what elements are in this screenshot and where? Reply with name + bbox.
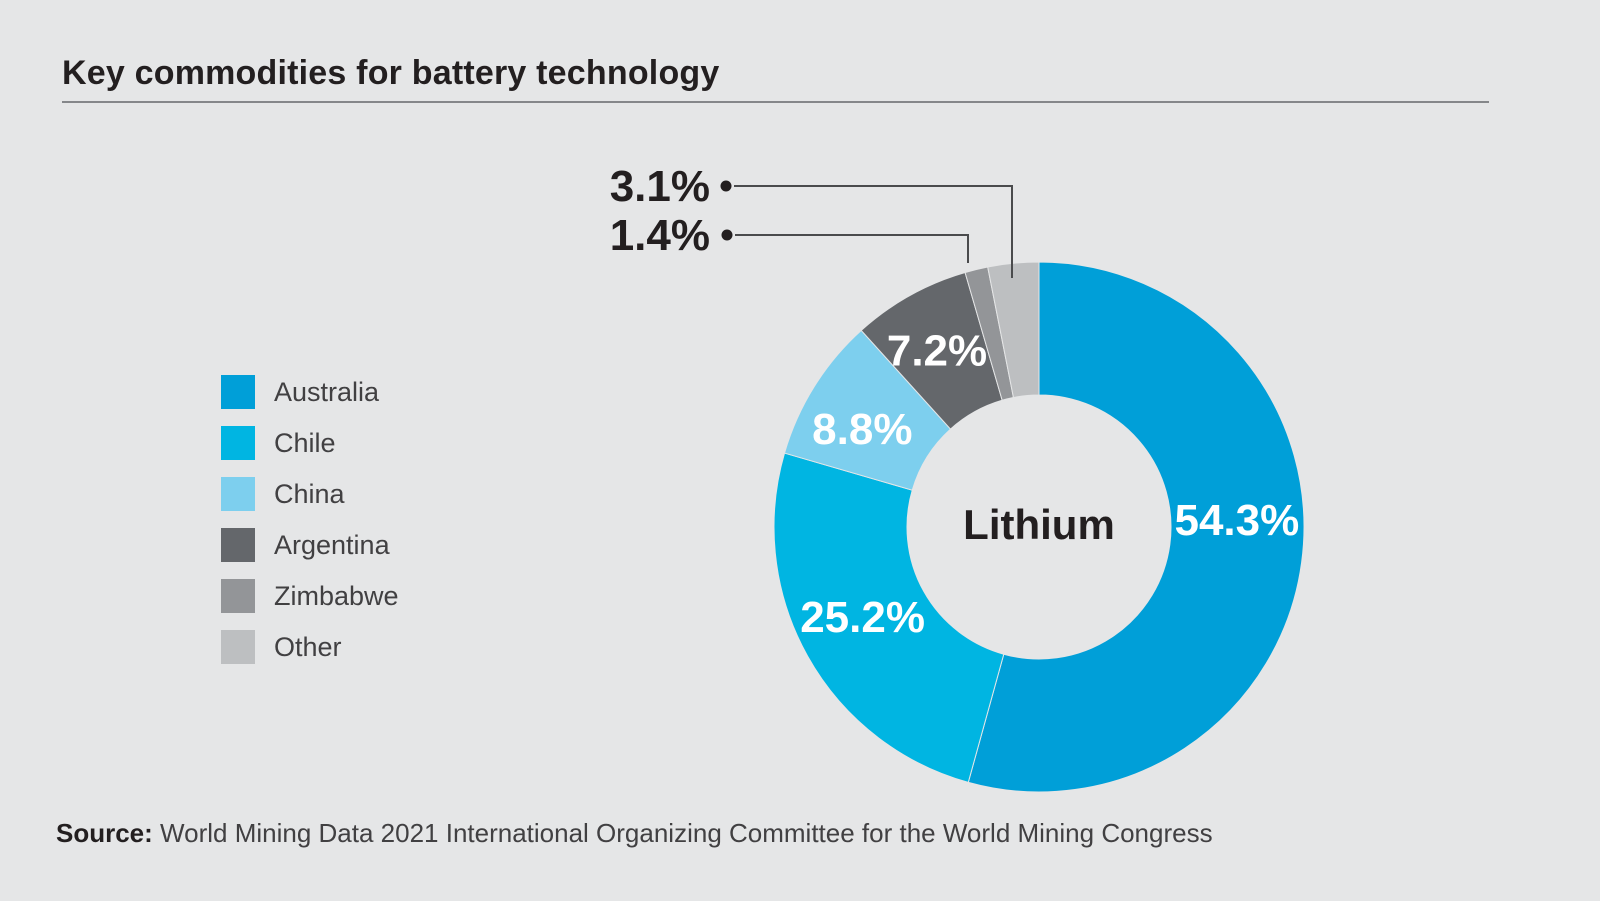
chart-legend: Australia Chile China Argentina Zimbabwe… <box>221 375 399 681</box>
legend-label: Other <box>274 631 342 662</box>
legend-item: Australia <box>221 375 399 409</box>
legend-swatch <box>221 375 255 409</box>
callout-line-other <box>734 185 1013 278</box>
donut-center-label: Lithium <box>963 501 1115 548</box>
source-text: World Mining Data 2021 International Org… <box>160 818 1213 848</box>
source-note: Source: World Mining Data 2021 Internati… <box>56 818 1213 849</box>
slice-label-argentina: 7.2% <box>887 326 987 375</box>
source-label: Source: <box>56 818 153 848</box>
callout-dot-zimbabwe <box>721 229 733 241</box>
slice-other <box>987 261 1040 399</box>
legend-item: Other <box>221 630 399 664</box>
legend-swatch <box>221 477 255 511</box>
slice-label-china: 8.8% <box>812 405 912 454</box>
callout-dot-other <box>720 180 732 192</box>
legend-label: Zimbabwe <box>274 580 399 611</box>
legend-swatch <box>221 528 255 562</box>
legend-item: Chile <box>221 426 399 460</box>
slice-chile <box>773 452 1005 784</box>
legend-swatch <box>221 630 255 664</box>
slice-australia <box>967 261 1305 793</box>
legend-swatch <box>221 426 255 460</box>
page-title: Key commodities for battery technology <box>62 54 720 92</box>
legend-label: Australia <box>274 376 380 407</box>
legend-label: China <box>274 478 345 509</box>
callout-line-zimbabwe <box>735 234 969 263</box>
legend-label: Argentina <box>274 529 390 560</box>
legend-item: China <box>221 477 399 511</box>
slice-label-chile: 25.2% <box>800 593 925 642</box>
title-divider <box>62 101 1489 103</box>
legend-item: Argentina <box>221 528 399 562</box>
legend-label: Chile <box>274 427 336 458</box>
legend-swatch <box>221 579 255 613</box>
callout-label-zimbabwe: 1.4% <box>610 211 710 260</box>
slice-label-australia: 54.3% <box>1174 496 1299 545</box>
legend-item: Zimbabwe <box>221 579 399 613</box>
callout-label-other: 3.1% <box>610 162 710 211</box>
